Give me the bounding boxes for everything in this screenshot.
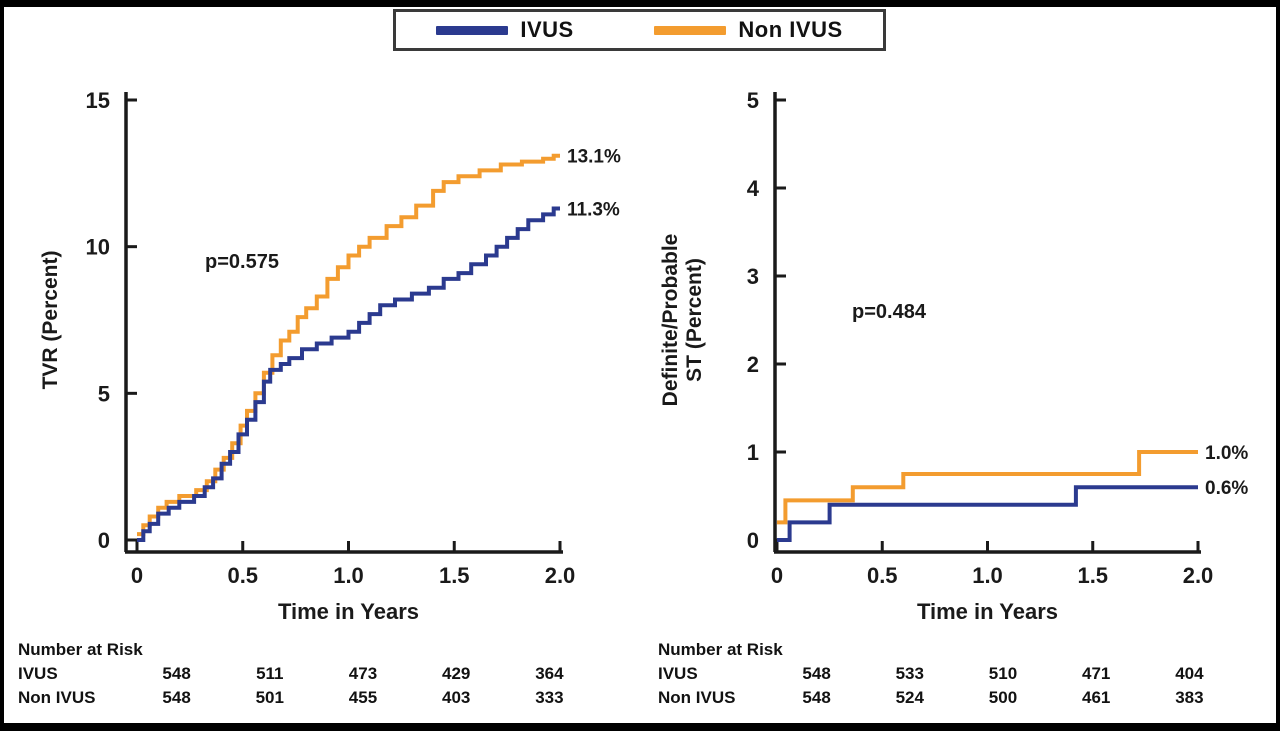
p-value-label: p=0.484 [852,301,927,323]
legend-item-ivus: IVUS [436,17,573,43]
x-tick-label: 1.0 [333,563,364,588]
risk-count-cell: 510 [988,664,1018,683]
risk-count-cell: 455 [348,688,378,707]
risk-row-label: IVUS [18,664,58,683]
curve-non-ivus [777,450,1198,525]
end-label-ivus: 11.3% [567,200,620,221]
risk-count-cell: 524 [895,688,924,707]
risk-row-label: Non IVUS [658,688,736,707]
risk-count-cell: 429 [442,664,471,683]
tvr-kaplan-meier-chart: 0 5 10 15 0 0.5 1.0 1.5 2.0 Time in Years TVR (Per… [39,88,621,624]
number-at-risk-table-left: Number at Risk IVUS 548 511 473 429 364 Non IVU… [18,638,596,710]
risk-count-cell: 548 [802,688,831,707]
y-tick-label: 5 [747,88,759,113]
y-tick-label: 5 [98,381,110,406]
risk-count-cell: 383 [1175,688,1204,707]
risk-count-cell: 473 [348,664,378,683]
risk-count-cell: 471 [1082,664,1111,683]
end-label-ivus: 0.6% [1205,478,1248,499]
risk-count-cell: 548 [802,664,831,683]
y-tick-label: 0 [747,528,759,553]
non-ivus-line-swatch [654,25,727,35]
x-tick-label: 2.0 [545,563,576,588]
curve-ivus [777,485,1198,542]
risk-count-cell: 403 [442,688,471,707]
x-tick-label: 0 [771,563,783,588]
p-value-label: p=0.575 [205,251,279,273]
number-at-risk-header: Number at Risk [18,640,143,659]
y-tick-label: 0 [98,528,110,553]
y-tick-label: 1 [747,440,759,465]
curve-ivus [137,206,560,542]
x-tick-label: 1.5 [1077,563,1108,588]
risk-count-cell: 511 [256,664,284,683]
risk-count-cell: 364 [535,664,564,683]
y-axis-title: Definite/ProbableST (Percent) [659,234,706,407]
y-tick-label: 4 [747,176,760,201]
y-axis-title: TVR (Percent) [39,251,62,390]
risk-count-cell: 333 [535,688,564,707]
legend-box: IVUS Non IVUS [393,9,886,51]
risk-row-label: IVUS [658,664,698,683]
x-axis-title: Time in Years [917,599,1058,624]
risk-count-cell: 501 [255,688,284,707]
y-tick-label: 15 [86,88,110,113]
y-tick-label: 3 [747,264,759,289]
end-label-non-ivus: 13.1% [567,147,621,168]
ivus-line-swatch [436,25,509,35]
risk-count-cell: 500 [988,688,1018,707]
risk-count-cell: 548 [162,664,191,683]
risk-count-cell: 404 [1175,664,1204,683]
x-axis-title: Time in Years [278,599,419,624]
number-at-risk-table-right: Number at Risk IVUS 548 533 510 471 404 Non IVU… [658,638,1236,710]
legend-label-ivus: IVUS [520,17,574,42]
number-at-risk-header: Number at Risk [658,640,783,659]
x-tick-label: 0.5 [867,563,898,588]
x-tick-label: 1.0 [972,563,1003,588]
risk-count-cell: 548 [162,688,191,707]
x-tick-label: 0.5 [227,563,258,588]
end-label-non-ivus: 1.0% [1205,443,1248,464]
legend-label-non-ivus: Non IVUS [738,17,843,42]
risk-row-label: Non IVUS [18,688,96,707]
risk-count-cell: 533 [895,664,924,683]
x-tick-label: 1.5 [439,563,470,588]
legend-item-non-ivus: Non IVUS [654,17,842,43]
x-tick-label: 2.0 [1183,563,1214,588]
y-tick-label: 10 [86,235,110,260]
curve-non-ivus [137,153,560,537]
x-tick-label: 0 [131,563,143,588]
stent-thrombosis-kaplan-meier-chart: 0 1 2 3 4 5 0 0.5 1.0 1.5 2.0 Time in Years Definite… [659,88,1248,624]
y-tick-label: 2 [747,352,759,377]
risk-count-cell: 461 [1082,688,1111,707]
